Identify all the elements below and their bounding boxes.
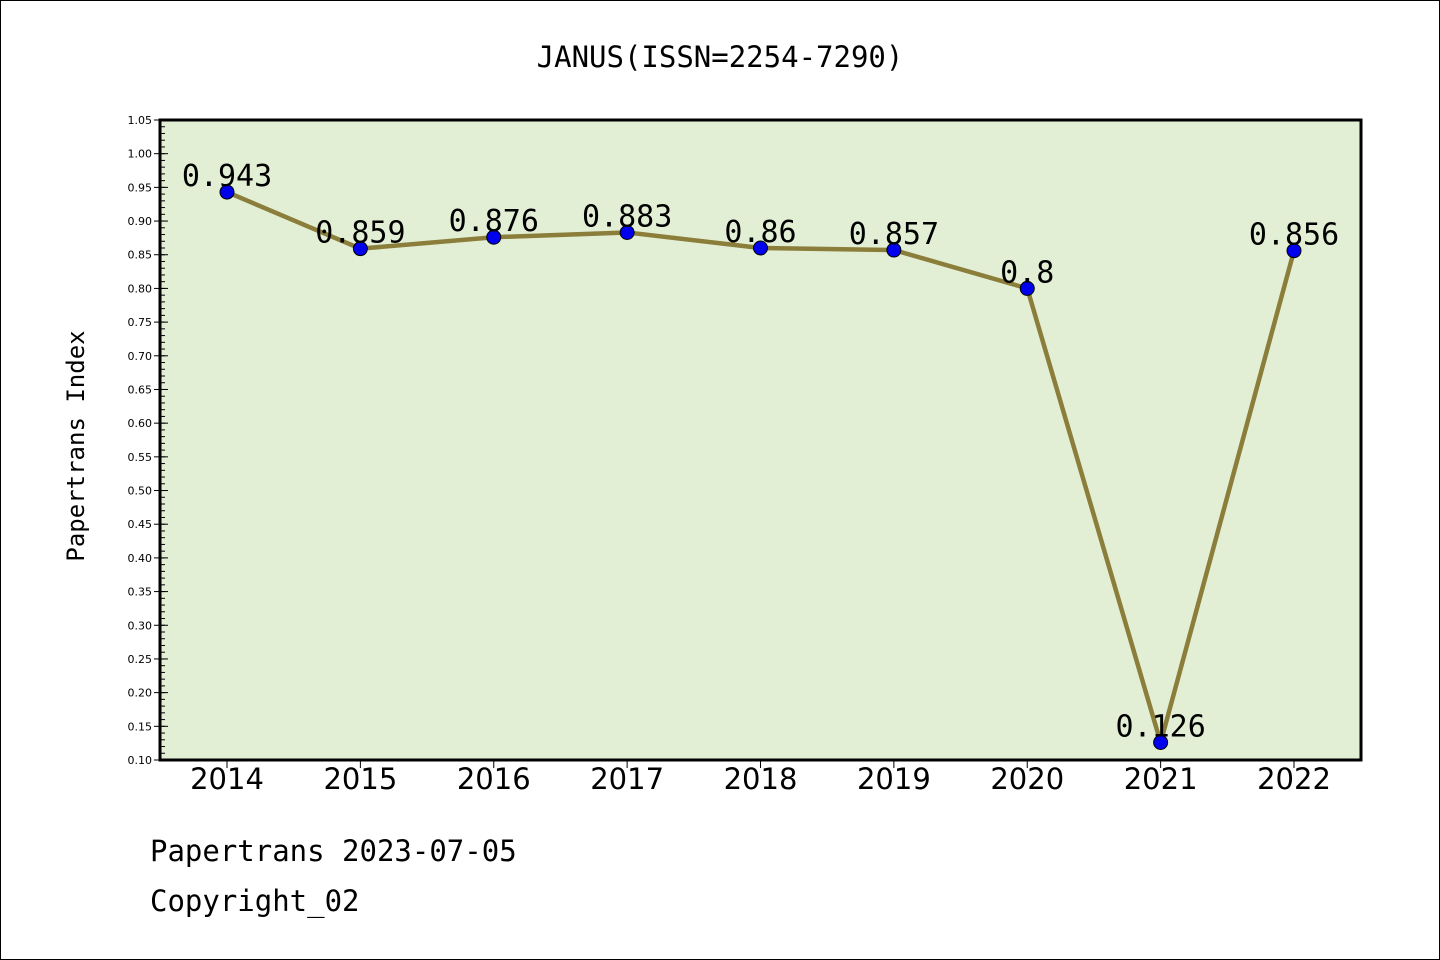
y-tick-label: 0.85 xyxy=(128,249,153,262)
data-points xyxy=(219,184,1302,750)
data-point-2021 xyxy=(1153,734,1169,750)
data-point-2014 xyxy=(219,184,235,200)
y-tick-label: 0.40 xyxy=(128,552,153,565)
y-tick-label: 0.55 xyxy=(128,451,153,464)
y-tick-label: 1.00 xyxy=(128,148,153,161)
x-tick-label: 2014 xyxy=(190,762,264,796)
data-label-2016: 0.876 xyxy=(449,204,539,239)
y-tick-label: 0.80 xyxy=(128,282,153,295)
data-point-2020 xyxy=(1019,280,1035,296)
data-point-2022 xyxy=(1286,243,1302,259)
data-point-2018 xyxy=(753,240,768,256)
data-label-2015: 0.859 xyxy=(315,216,405,251)
x-tick-label: 2016 xyxy=(457,762,531,796)
x-tick-label: 2022 xyxy=(1257,762,1331,796)
y-tick-label: 0.95 xyxy=(128,181,153,194)
data-label-2014: 0.943 xyxy=(182,159,272,194)
data-point-2017 xyxy=(619,225,635,241)
data-point-2016 xyxy=(486,229,502,245)
y-tick-label: 0.25 xyxy=(128,653,153,666)
x-tick-label: 2019 xyxy=(857,762,931,796)
y-tick-label: 0.15 xyxy=(128,720,153,733)
y-tick-label: 0.60 xyxy=(128,417,153,430)
data-label-2019: 0.857 xyxy=(849,217,939,252)
x-tick-label: 2017 xyxy=(590,762,664,796)
data-label-2018: 0.86 xyxy=(724,215,796,250)
y-tick-label: 0.75 xyxy=(128,316,153,329)
data-label-2020: 0.8 xyxy=(1000,255,1054,290)
y-tick-label: 1.05 xyxy=(128,114,153,127)
y-tick-label: 0.90 xyxy=(128,215,153,228)
y-tick-label: 0.65 xyxy=(128,383,153,396)
plot-area xyxy=(160,120,1361,760)
y-tick-label: 0.30 xyxy=(128,619,153,632)
y-tick-label: 0.35 xyxy=(128,586,153,599)
data-point-2019 xyxy=(886,242,902,258)
footer-date: Papertrans 2023-07-05 xyxy=(150,834,517,868)
data-point-2015 xyxy=(352,241,368,257)
data-label-2021: 0.126 xyxy=(1115,709,1205,744)
y-tick-label: 0.50 xyxy=(128,485,153,498)
chart-title: JANUS(ISSN=2254-7290) xyxy=(537,40,904,74)
x-tick-label: 2018 xyxy=(724,762,798,796)
y-tick-label: 0.70 xyxy=(128,350,153,363)
data-label-2017: 0.883 xyxy=(582,200,672,235)
plot-border xyxy=(158,118,1363,762)
y-tick-label: 0.45 xyxy=(128,518,153,531)
x-tick-label: 2015 xyxy=(323,762,397,796)
data-label-2022: 0.856 xyxy=(1249,218,1339,253)
x-axis: 2014 2015 2016 2017 2018 2019 2020 2021 2022 xyxy=(190,760,1331,796)
y-axis: 0.10 0.15 0.20 0.25 0.30 0.35 0.40 0.45 0.50 0.55… xyxy=(128,114,168,767)
x-tick-label: 2021 xyxy=(1124,762,1198,796)
y-tick-label: 0.10 xyxy=(128,754,153,767)
footer-copyright: Copyright_02 xyxy=(150,884,360,918)
y-axis-label: Papertrans Index xyxy=(62,330,90,561)
data-labels: 0.943 0.859 0.876 0.883 0.86 0.857 0.8 0.126 0.8… xyxy=(182,159,1339,744)
y-tick-label: 0.20 xyxy=(128,687,153,700)
x-tick-label: 2020 xyxy=(990,762,1064,796)
